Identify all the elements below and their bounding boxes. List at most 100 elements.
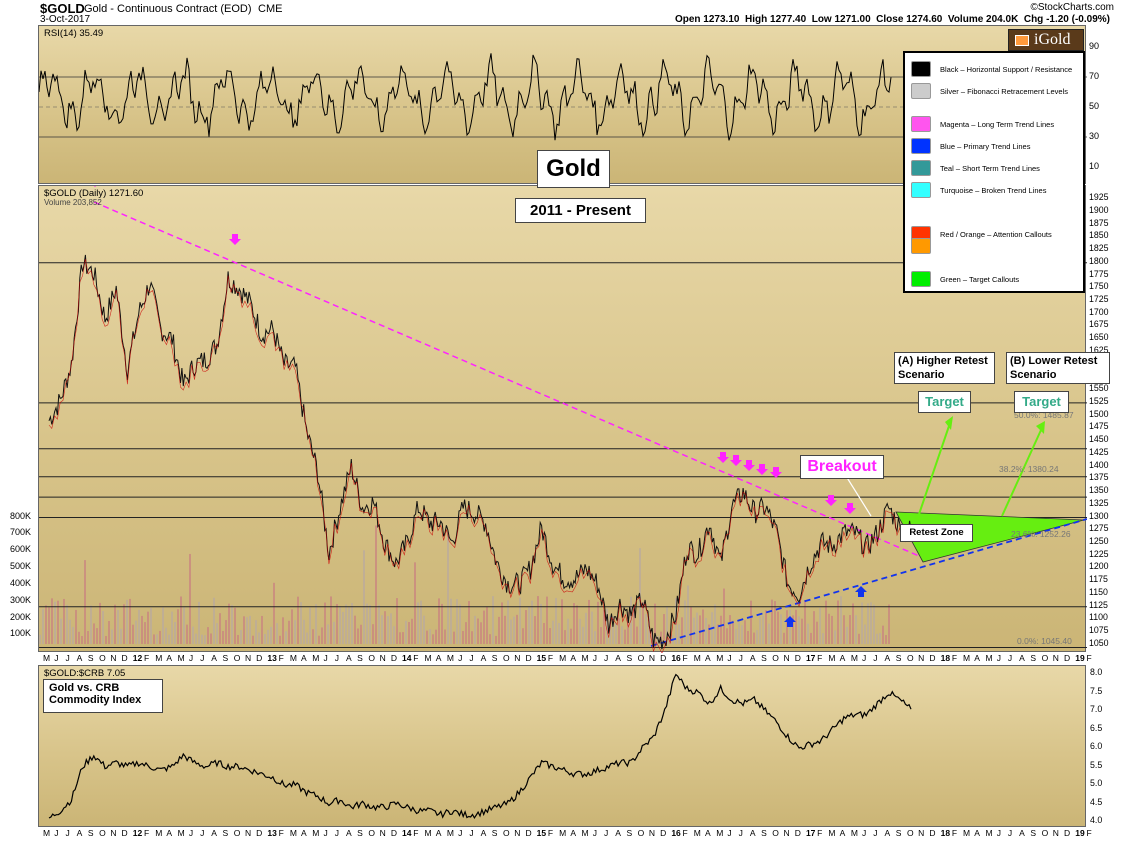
volume-bar — [462, 631, 464, 644]
x-tick: A — [884, 653, 891, 663]
x-tick: J — [188, 828, 194, 838]
volume-bar — [114, 604, 116, 644]
volume-bar — [579, 618, 581, 644]
x-tick: M — [828, 653, 836, 663]
volume-bar — [51, 598, 53, 644]
chart-subtitle: 2011 - Present — [515, 198, 646, 223]
x-tick: A — [166, 828, 173, 838]
x-tick: F — [278, 653, 284, 663]
volume-bar — [522, 628, 524, 644]
volume-bar — [882, 625, 884, 644]
volume-bar — [648, 616, 650, 644]
price-tick: 1675 — [1089, 319, 1109, 330]
volume-bar — [387, 616, 389, 644]
volume-bar — [519, 597, 521, 644]
legend-swatch — [911, 182, 931, 198]
volume-bar — [90, 605, 92, 644]
x-tick: S — [895, 653, 902, 663]
price-tick: 1200 — [1089, 561, 1109, 572]
x-tick: D — [121, 653, 128, 663]
volume-bar — [474, 615, 476, 644]
x-tick: N — [783, 828, 790, 838]
volume-bar — [885, 635, 887, 644]
volume-bar — [876, 633, 878, 644]
x-tick: F — [143, 653, 150, 663]
x-tick: D — [929, 653, 936, 663]
volume-bar — [615, 622, 617, 644]
x-tick: J — [200, 653, 205, 663]
scenario-b-label: (B) Lower Retest Scenario — [1006, 352, 1110, 384]
volume-bar — [492, 596, 494, 644]
volume-bar — [330, 596, 332, 644]
magenta-arrows — [94, 186, 856, 514]
x-tick: S — [626, 653, 633, 663]
volume-bar — [846, 626, 848, 644]
rsi-line — [39, 53, 892, 141]
price-tick: 1900 — [1089, 204, 1109, 215]
volume-bar — [489, 634, 491, 644]
x-tick: O — [637, 828, 645, 838]
fib-label-382: 38.2%: 1380.24 — [999, 464, 1059, 474]
volume-bar — [348, 606, 350, 644]
ratio-tick: 7.0 — [1090, 704, 1103, 714]
volume-bar — [642, 602, 644, 644]
volume-bar — [663, 614, 665, 644]
volume-bar — [87, 630, 89, 644]
volume-bar — [270, 626, 272, 644]
target-arrowhead-b — [1036, 421, 1045, 434]
x-tick: O — [1041, 828, 1049, 838]
x-tick: J — [323, 653, 328, 663]
down-arrow-icon — [94, 186, 96, 187]
legend-label: Teal – Short Term Trend Lines — [940, 163, 1040, 173]
volume-tick: 500K — [10, 561, 32, 571]
volume-bar — [603, 610, 605, 644]
volume-tick: 800K — [10, 511, 32, 521]
volume-bar — [546, 596, 548, 644]
x-tick: 14 — [402, 653, 412, 663]
x-tick: F — [547, 828, 554, 838]
volume-label: Volume 203,852 — [44, 198, 102, 207]
volume-bar — [525, 610, 527, 644]
x-tick: 18 — [940, 653, 951, 663]
x-tick: A — [704, 828, 711, 838]
rsi-tick: 30 — [1089, 131, 1100, 141]
x-tick: M — [155, 828, 163, 838]
volume-bar — [132, 624, 134, 644]
volume-bar — [858, 633, 860, 644]
volume-bar — [744, 620, 746, 644]
volume-bar — [633, 607, 635, 644]
x-tick: O — [233, 828, 241, 838]
x-tick: 17 — [805, 828, 816, 838]
x-tick: J — [604, 828, 609, 838]
x-tick: S — [222, 653, 229, 663]
x-tick: S — [761, 653, 767, 663]
x-tick: N — [244, 828, 252, 838]
x-tick: J — [323, 828, 328, 838]
volume-bar — [483, 610, 485, 644]
x-tick: N — [379, 828, 386, 838]
ratio-line — [48, 673, 912, 820]
volume-bar — [351, 602, 353, 644]
x-tick: J — [200, 828, 205, 838]
volume-bar — [354, 615, 356, 644]
x-tick: J — [727, 828, 732, 838]
ratio-tick: 7.5 — [1090, 685, 1103, 696]
volume-bar — [342, 611, 344, 644]
volume-bar — [567, 618, 569, 644]
ratio-label: $GOLD:$CRB 7.05 — [44, 668, 126, 679]
x-tick: J — [65, 828, 70, 838]
volume-bar — [741, 625, 743, 644]
target-arrow-a — [914, 425, 950, 527]
volume-bar — [255, 620, 257, 644]
volume-bar — [192, 626, 194, 644]
price-tick: 1775 — [1089, 268, 1109, 279]
x-tick: J — [54, 653, 59, 663]
blue-arrows — [784, 586, 867, 627]
volume-axis: 800K 700K 600K 500K 400K 300K 200K 100K — [0, 185, 37, 652]
volume-bar — [423, 615, 425, 644]
x-tick: M — [581, 828, 589, 838]
volume-bar — [69, 619, 71, 644]
x-tick: S — [1030, 653, 1037, 663]
legend-label: Silver – Fibonacci Retracement Levels — [940, 86, 1068, 96]
volume-bar — [66, 604, 68, 644]
